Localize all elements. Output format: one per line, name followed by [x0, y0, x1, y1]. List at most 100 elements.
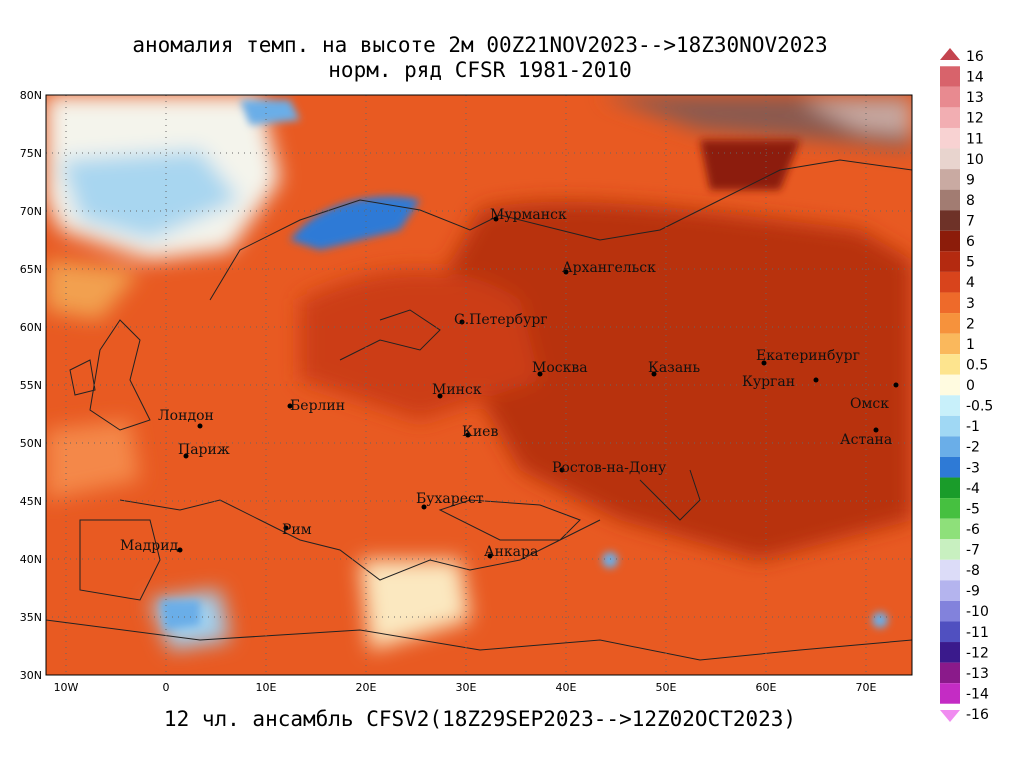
colorbar-swatch: [940, 436, 960, 457]
map-frame: [45, 94, 913, 676]
colorbar-arrow: [940, 48, 960, 60]
lat-label: 50N: [20, 437, 42, 450]
city-label: Париж: [178, 442, 230, 458]
city-dot: [177, 547, 183, 553]
colorbar-label: 14: [966, 70, 984, 86]
city-label: Рим: [282, 522, 312, 538]
colorbar-swatch: [940, 662, 960, 684]
city-dot: [437, 393, 443, 399]
colorbar-label: -7: [966, 543, 980, 559]
city-dot: [537, 371, 543, 377]
city-label: Киев: [462, 424, 498, 440]
lon-label: 50E: [656, 681, 677, 694]
map-field: [46, 95, 912, 675]
colorbar-swatch: [940, 271, 960, 293]
city-dot: [283, 525, 289, 531]
colorbar-swatch: [940, 498, 960, 519]
city-label: Астана: [840, 432, 892, 448]
colorbar-swatch: [940, 251, 960, 272]
colorbar-label: 10: [966, 152, 984, 168]
colorbar-label: 2: [966, 316, 975, 332]
colorbar-label: 5: [966, 255, 975, 271]
colorbar-swatch: [940, 477, 960, 499]
colorbar-label: -8: [966, 563, 980, 579]
lat-label: 70N: [20, 205, 42, 218]
colorbar-arrow: [940, 710, 960, 722]
colorbar-label: 3: [966, 296, 975, 312]
city-dot: [197, 423, 203, 429]
city-dot: [893, 382, 899, 388]
colorbar-label: -5: [966, 501, 980, 517]
city-dot: [873, 427, 879, 433]
city-label: Ростов-на-Дону: [552, 460, 667, 476]
colorbar-swatch: [940, 642, 960, 663]
colorbar-label: 11: [966, 131, 984, 147]
colorbar-label: 4: [966, 275, 975, 291]
colorbar-label: 7: [966, 214, 975, 230]
colorbar-label: 13: [966, 90, 984, 106]
lat-label: 80N: [20, 89, 42, 102]
colorbar-swatch: [940, 210, 960, 231]
city-dot: [761, 360, 767, 366]
colorbar-label: -16: [966, 707, 989, 723]
colorbar-label: -1: [966, 419, 980, 435]
lon-label: 70E: [856, 681, 877, 694]
colorbar-swatch: [940, 600, 960, 622]
lon-label: 10W: [54, 681, 79, 694]
colorbar-swatch: [940, 683, 960, 704]
footer: 12 чл. ансамбль CFSV2(18Z29SEP2023-->12Z…: [164, 707, 796, 731]
city-label: Лондон: [158, 408, 214, 424]
lon-label: 60E: [756, 681, 777, 694]
lat-label: 65N: [20, 263, 42, 276]
colorbar-swatch: [940, 86, 960, 108]
city-dot: [183, 453, 189, 459]
colorbar-label: 0.5: [966, 357, 988, 373]
city-dot: [651, 371, 657, 377]
city-dot: [493, 216, 499, 222]
city-label: Казань: [648, 360, 700, 376]
lon-label: 40E: [556, 681, 577, 694]
colorbar-label: -2: [966, 440, 980, 456]
city-label: Анкара: [484, 544, 538, 560]
city-dot: [421, 504, 427, 510]
colorbar-swatch: [940, 189, 960, 211]
lat-label: 75N: [20, 147, 42, 160]
lat-label: 45N: [20, 495, 42, 508]
city-label: Екатеринбург: [756, 348, 860, 364]
colorbar-label: 9: [966, 172, 975, 188]
city-label: Архангельск: [562, 260, 656, 276]
colorbar-swatch: [940, 456, 960, 478]
colorbar-label: 6: [966, 234, 975, 250]
colorbar-label: 0: [966, 378, 975, 394]
colorbar: 16 14 13 12 11 10 9 8 7 6 5 4 3 2 1 0.5 0 -0.5 -1 -2 -3 -4 -5 -…: [940, 48, 993, 723]
city-label: Берлин: [290, 398, 345, 414]
colorbar-swatch: [940, 230, 960, 252]
colorbar-label: 8: [966, 193, 975, 209]
city-label: Мадрид: [120, 538, 179, 554]
colorbar-label: 1: [966, 337, 975, 353]
colorbar-label: -13: [966, 666, 989, 682]
city-label: Минск: [432, 382, 482, 398]
subtitle: норм. ряд CFSR 1981-2010: [328, 58, 631, 82]
colorbar-label: -0.5: [966, 399, 993, 415]
city-label: Москва: [532, 360, 588, 376]
colorbar-swatch: [940, 559, 960, 581]
colorbar-swatch: [940, 395, 960, 416]
colorbar-label: -6: [966, 522, 980, 538]
city-label: Курган: [742, 374, 795, 390]
city-dot: [559, 467, 565, 473]
colorbar-label: -10: [966, 604, 989, 620]
colorbar-swatch: [940, 313, 960, 334]
colorbar-swatch: [940, 621, 960, 643]
colorbar-label: 16: [966, 49, 984, 65]
coastlines: [46, 159, 912, 661]
colorbar-label: -14: [966, 686, 989, 702]
colorbar-swatch: [940, 354, 960, 375]
city-dot: [465, 432, 471, 438]
city-dot: [813, 377, 819, 383]
colorbar-label: 12: [966, 111, 984, 127]
colorbar-swatch: [940, 415, 960, 437]
city-label: Бухарест: [416, 491, 484, 507]
colorbar-swatch: [940, 333, 960, 355]
lat-label: 30N: [20, 669, 42, 682]
